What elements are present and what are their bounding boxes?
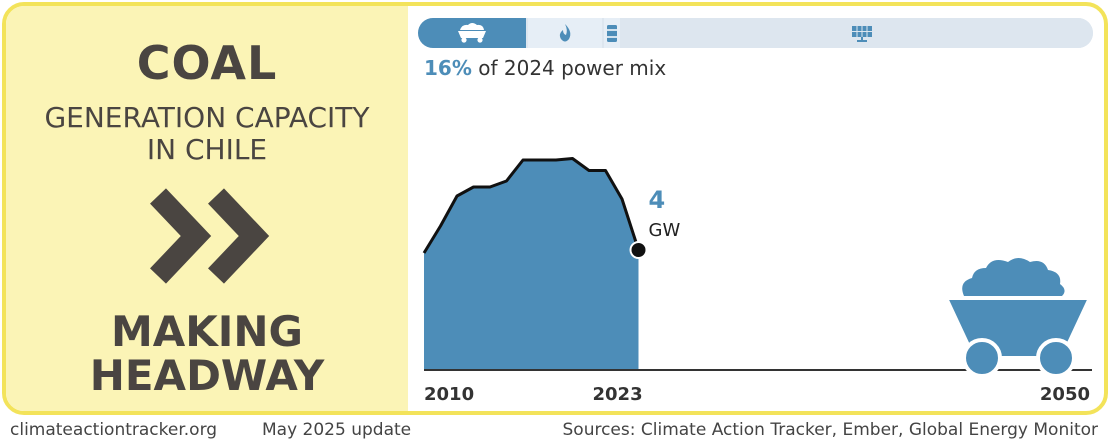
page-title: COAL [136, 36, 278, 90]
card-frame: COAL GENERATION CAPACITY IN CHILE MAKING… [2, 2, 1108, 415]
x-tick-label-2050: 2050 [1040, 384, 1090, 405]
mix-segment-gas [528, 18, 602, 48]
solar-panel-icon [852, 26, 872, 42]
coal-cart-icon [942, 258, 1094, 378]
end-unit-label: GW [649, 220, 681, 241]
status-line-1: MAKING [110, 307, 304, 356]
mix-segment-solar [622, 18, 1093, 48]
status-line-2: HEADWAY [89, 351, 325, 400]
status-panel: COAL GENERATION CAPACITY IN CHILE MAKING… [6, 6, 408, 411]
subtitle-line-1: GENERATION CAPACITY [44, 101, 370, 134]
gas-flame-icon [559, 24, 571, 42]
footer-site: climateactiontracker.org [10, 420, 218, 440]
share-text: of 2024 power mix [478, 56, 667, 80]
footer-update: May 2025 update [262, 420, 412, 440]
capacity-area [424, 158, 639, 370]
mix-segment-oil [604, 18, 620, 48]
power-mix-share: 16% of 2024 power mix [424, 56, 666, 80]
capacity-chart: 4 GW 2010 2023 2050 [422, 157, 1094, 405]
subtitle: GENERATION CAPACITY IN CHILE [6, 102, 408, 166]
power-mix-bar [418, 18, 1093, 48]
mix-segment-coal [418, 18, 526, 48]
status-label: MAKING HEADWAY [6, 310, 408, 398]
share-value: 16% [424, 56, 472, 80]
double-chevron-right-icon [150, 188, 270, 284]
capacity-line [422, 157, 640, 254]
end-point-marker [629, 241, 648, 259]
oil-barrel-icon [607, 25, 617, 42]
coal-icon [458, 23, 486, 43]
end-value-label: 4 [649, 186, 666, 214]
x-tick-label-2010: 2010 [424, 384, 474, 405]
footer-sources: Sources: Climate Action Tracker, Ember, … [562, 420, 1099, 440]
x-tick-label-2023: 2023 [593, 384, 643, 405]
subtitle-line-2: IN CHILE [146, 133, 268, 166]
